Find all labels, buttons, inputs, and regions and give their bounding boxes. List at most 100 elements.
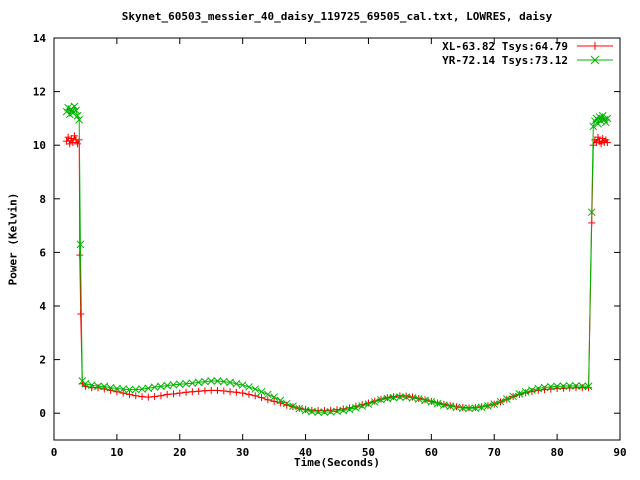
marker-cross	[502, 395, 511, 403]
x-tick-label: 0	[51, 446, 58, 459]
marker-cross	[263, 390, 272, 399]
marker-cross	[257, 387, 266, 396]
marker-cross	[364, 400, 373, 408]
marker-cross	[603, 114, 612, 123]
marker-cross	[339, 406, 348, 415]
marker-cross	[163, 381, 172, 390]
marker-cross	[100, 382, 109, 391]
legend-entry-yr: YR-72.14 Tsys:73.12	[442, 53, 614, 67]
marker-cross	[358, 402, 367, 410]
x-tick-label: 40	[299, 446, 312, 459]
marker-cross	[125, 385, 134, 394]
marker-cross	[465, 404, 473, 413]
marker-cross	[477, 403, 486, 412]
marker-cross	[87, 381, 96, 389]
marker-cross	[534, 384, 543, 393]
legend-label-yr: YR-72.14 Tsys:73.12	[442, 53, 568, 67]
marker-cross	[81, 379, 90, 388]
marker-cross	[383, 394, 392, 403]
marker-cross	[314, 408, 322, 416]
marker-cross	[219, 377, 228, 386]
marker-cross	[226, 378, 234, 387]
marker-cross	[490, 400, 499, 408]
marker-cross	[521, 387, 530, 396]
marker-cross	[546, 382, 555, 391]
marker-cross	[509, 392, 517, 401]
marker-cross	[496, 397, 505, 406]
marker-cross	[194, 378, 203, 387]
marker-cross	[64, 103, 73, 112]
marker-cross	[452, 403, 461, 412]
chart-title: Skynet_60503_messier_40_daisy_119725_695…	[121, 10, 553, 23]
x-axis-label: Time(Seconds)	[293, 456, 381, 469]
marker-cross	[213, 377, 222, 385]
marker-cross	[307, 407, 316, 416]
marker-cross	[119, 385, 128, 393]
y-tick-label: 2	[39, 354, 46, 367]
marker-cross	[70, 102, 79, 111]
marker-cross	[182, 379, 190, 388]
x-tick-label: 20	[173, 446, 186, 459]
marker-cross	[458, 404, 467, 412]
y-tick-label: 8	[39, 193, 46, 206]
marker-cross	[282, 399, 291, 408]
marker-cross	[421, 396, 429, 405]
marker-cross	[289, 402, 297, 411]
marker-cross	[587, 208, 596, 217]
marker-cross	[584, 382, 593, 391]
marker-cross	[251, 385, 260, 393]
x-tick-label: 60	[425, 446, 438, 459]
marker-cross	[75, 115, 84, 124]
marker-cross	[446, 402, 455, 411]
marker-cross	[276, 396, 285, 405]
legend-label-xl: XL-63.82 Tsys:64.79	[442, 39, 568, 53]
y-tick-label: 14	[33, 32, 47, 45]
marker-cross	[238, 381, 247, 389]
y-tick-label: 12	[33, 86, 46, 99]
marker-cross	[76, 240, 85, 249]
marker-cross	[396, 393, 404, 401]
marker-cross	[515, 390, 524, 398]
y-tick-label: 10	[33, 139, 46, 152]
marker-cross	[345, 405, 354, 414]
marker-cross	[427, 398, 436, 406]
marker-cross	[528, 386, 536, 395]
marker-cross	[245, 383, 253, 391]
marker-cross	[433, 399, 442, 408]
marker-cross	[73, 111, 82, 120]
marker-cross	[352, 403, 360, 412]
series-line-1	[66, 104, 608, 413]
marker-cross	[106, 383, 115, 392]
marker-cross	[408, 394, 417, 402]
marker-cross	[414, 395, 423, 403]
marker-cross	[471, 404, 480, 412]
y-axis-label: Power (Kelvin)	[6, 192, 20, 286]
marker-cross	[232, 379, 241, 388]
x-tick-label: 50	[362, 446, 375, 459]
marker-cross	[333, 407, 341, 416]
marker-cross	[270, 393, 278, 401]
marker-cross	[207, 377, 216, 385]
marker-cross	[370, 398, 379, 406]
marker-cross	[402, 393, 411, 401]
marker-cross	[301, 406, 310, 415]
series-line-0	[66, 134, 608, 411]
marker-cross	[188, 379, 197, 388]
marker-cross	[553, 382, 561, 391]
marker-cross	[295, 404, 304, 413]
legend-sample-yr	[577, 55, 613, 65]
marker-cross	[72, 106, 80, 115]
marker-cross	[440, 401, 448, 410]
marker-cross	[175, 380, 184, 389]
plot-border	[53, 37, 621, 441]
marker-cross	[326, 408, 335, 416]
marker-cross	[601, 118, 610, 127]
y-tick-label: 6	[39, 246, 46, 259]
marker-cross	[138, 385, 146, 393]
legend: XL-63.82 Tsys:64.79 YR-72.14 Tsys:73.12	[442, 39, 614, 67]
marker-cross	[144, 384, 153, 393]
x-tick-label: 70	[488, 446, 501, 459]
marker-cross	[389, 393, 398, 402]
y-tick-label: 0	[39, 407, 46, 420]
